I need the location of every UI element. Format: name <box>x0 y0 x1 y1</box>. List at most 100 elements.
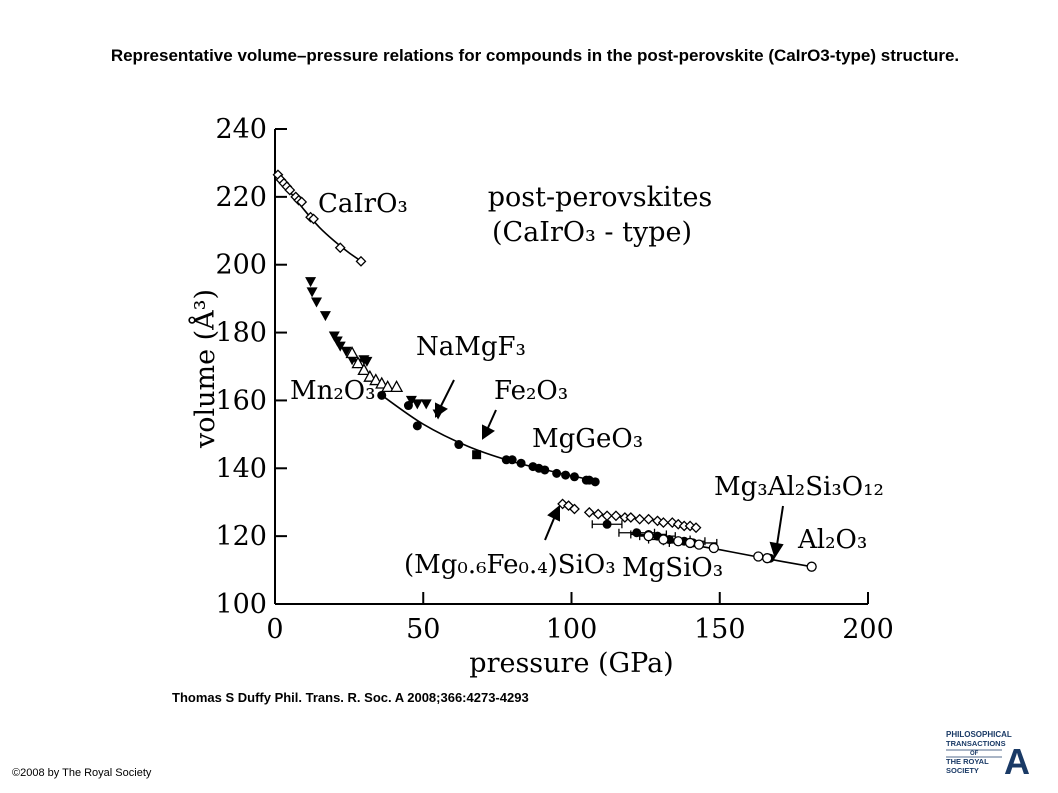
y-tick-label: 120 <box>215 521 267 552</box>
x-tick-label: 100 <box>546 614 598 645</box>
x-axis-label: pressure (GPa) <box>469 648 673 679</box>
arrow-mgfesio3 <box>544 515 556 541</box>
y-tick-label: 180 <box>215 318 267 349</box>
y-axis-label: volume (Å³) <box>188 289 221 449</box>
arrow-garnet <box>776 505 784 546</box>
label-fe2o3: Fe₂O₃ <box>494 376 568 406</box>
data-point <box>552 468 562 478</box>
data-point <box>340 346 352 357</box>
label-mgfesio3: (Mg₀.₆Fe₀.₄)SiO₃ <box>404 550 616 580</box>
label-cairo3: CaIrO₃ <box>318 189 408 219</box>
data-point <box>405 395 417 406</box>
data-point <box>634 513 646 525</box>
data-point <box>592 508 604 520</box>
data-point <box>357 363 371 376</box>
logo-line-3: OF <box>970 751 979 757</box>
data-point <box>658 534 669 545</box>
data-point <box>334 242 346 254</box>
data-point <box>472 450 482 460</box>
logo-line-5: SOCIETY <box>946 766 979 775</box>
data-point <box>308 213 319 225</box>
data-point <box>454 440 464 450</box>
data-point <box>590 477 600 487</box>
data-point <box>690 522 702 534</box>
data-point <box>753 551 764 562</box>
data-point <box>361 356 373 367</box>
data-point <box>516 458 526 468</box>
arrow-namgf3 <box>439 379 455 409</box>
data-point <box>403 401 413 411</box>
data-point <box>411 399 423 410</box>
data-point <box>311 297 323 308</box>
data-point <box>420 399 432 410</box>
data-point <box>693 539 705 550</box>
data-point <box>610 510 622 522</box>
data-point <box>412 421 422 431</box>
data-point <box>355 255 367 267</box>
citation: Thomas S Duffy Phil. Trans. R. Soc. A 20… <box>172 690 529 705</box>
data-point <box>507 455 517 465</box>
inset-label-line2: (CaIrO₃ - type) <box>492 217 692 248</box>
data-point <box>583 506 595 518</box>
copyright: ©2008 by The Royal Society <box>12 767 152 779</box>
y-tick-label: 140 <box>215 453 267 484</box>
x-tick-label: 150 <box>694 614 746 645</box>
arrow-fe2o3-head <box>482 424 495 440</box>
logo-line-2: TRANSACTIONS <box>946 739 1006 748</box>
data-point <box>806 561 817 572</box>
data-point <box>296 196 308 208</box>
annotation-arrows <box>435 379 784 559</box>
data-point <box>284 184 296 196</box>
data-point <box>708 542 719 554</box>
y-tick-label: 100 <box>215 589 267 620</box>
data-point <box>319 311 331 322</box>
data-point <box>561 470 571 480</box>
data-point <box>657 517 669 528</box>
inset-label-line1: post-perovskites <box>488 182 713 213</box>
data-point <box>540 465 550 475</box>
label-al2o3: Al₂O₃ <box>797 525 867 555</box>
data-point <box>351 356 365 369</box>
arrow-garnet-head <box>769 541 784 559</box>
data-point <box>305 277 317 288</box>
data-point <box>389 380 404 393</box>
data-point <box>601 510 613 522</box>
data-point <box>331 336 343 347</box>
x-tick-label: 50 <box>406 614 440 645</box>
label-mggeo3: MgGeO₃ <box>532 424 643 454</box>
arrow-fe2o3 <box>486 409 497 431</box>
y-tick-label: 160 <box>215 385 267 416</box>
data-point <box>762 553 773 564</box>
label-mgsio3: MgSiO₃ <box>622 553 723 583</box>
data-point <box>306 287 318 298</box>
y-tick-label: 220 <box>215 182 267 213</box>
data-point <box>602 519 612 529</box>
data-point <box>643 530 654 542</box>
royal-society-logo: PHILOSOPHICAL TRANSACTIONS OF THE ROYAL … <box>946 728 1030 782</box>
arrow-mgfesio3-head <box>547 504 560 522</box>
data-point <box>381 380 395 393</box>
data-point <box>345 346 359 359</box>
logo-line-4: THE ROYAL <box>946 757 989 766</box>
chart-axes: 0 50 100 150 200 100 120 140 160 180 200 220 240 pres… <box>188 114 894 679</box>
data-point <box>569 503 580 515</box>
data-point <box>625 512 637 523</box>
data-point <box>328 331 340 342</box>
data-points <box>272 169 817 572</box>
arrow-namgf3-head <box>435 402 448 418</box>
label-mn2o3: Mn₂O₃ <box>290 376 376 406</box>
data-point <box>369 373 383 386</box>
logo-letter: A <box>1004 741 1030 778</box>
x-tick-label: 0 <box>266 614 283 645</box>
logo-line-1: PHILOSOPHICAL <box>946 730 1012 739</box>
data-point <box>673 536 684 547</box>
y-tick-label: 240 <box>215 114 267 145</box>
data-point <box>569 472 579 482</box>
figure-title: Representative volume–pressure relations… <box>110 46 960 65</box>
data-point <box>684 537 696 549</box>
data-point <box>377 390 387 400</box>
label-garnet: Mg₃Al₂Si₃O₁₂ <box>714 472 884 502</box>
label-namgf3: NaMgF₃ <box>416 332 526 362</box>
x-tick-label: 200 <box>842 614 894 645</box>
